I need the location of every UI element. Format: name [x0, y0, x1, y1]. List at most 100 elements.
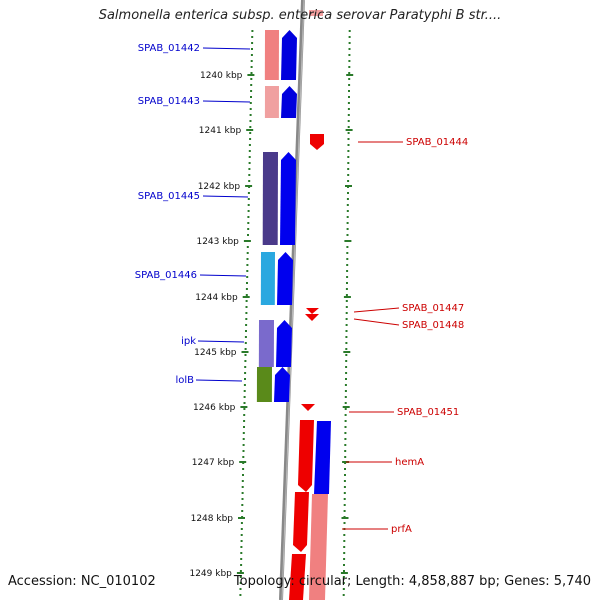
ruler-dot: [246, 246, 249, 248]
ruler-dot: [347, 108, 350, 110]
ruler-dot: [248, 162, 251, 164]
ruler-tick-left: [241, 351, 249, 353]
ruler-dot: [343, 546, 346, 548]
ruler-dot: [251, 42, 254, 44]
ruler-dot: [249, 126, 252, 128]
ruler-dot: [248, 144, 251, 146]
gene-forward-arrow: [281, 86, 297, 118]
ruler-dot: [241, 486, 244, 488]
gene-color-bar: [264, 86, 279, 118]
ruler-dot: [345, 378, 347, 380]
ruler-dot: [241, 504, 244, 506]
ruler-dot: [246, 282, 248, 284]
gene-color-bar: [264, 30, 279, 80]
ruler-dot: [345, 360, 348, 362]
ruler-dot: [347, 156, 350, 158]
ruler-dot: [239, 588, 242, 590]
gene-label: SPAB_01444: [406, 137, 468, 148]
ruler-tick-right: [346, 74, 354, 76]
ruler-dot: [344, 450, 347, 452]
ruler-dot: [240, 522, 243, 524]
ruler-dot: [343, 534, 346, 536]
ruler-dot: [344, 402, 347, 404]
ruler-dot: [245, 306, 248, 308]
ruler-dot: [239, 570, 242, 572]
ruler-dot: [244, 336, 247, 338]
ruler-dot: [348, 78, 351, 80]
ruler-dot: [347, 150, 350, 152]
ruler-dot: [347, 120, 350, 122]
ruler-dot: [251, 48, 253, 50]
ruler-dot: [242, 438, 245, 440]
ruler-dot: [343, 486, 346, 488]
ruler-dot: [250, 60, 253, 62]
ruler-tick-right: [344, 240, 352, 242]
gene-label: SPAB_01446: [135, 270, 197, 281]
ruler-dot: [344, 390, 347, 392]
map-title: Salmonella enterica subsp. enterica sero…: [98, 8, 502, 23]
ruler-dot: [239, 576, 242, 578]
ruler-dot: [346, 264, 349, 266]
ruler-dot: [348, 30, 351, 32]
ruler-dot: [347, 114, 350, 116]
gene-reverse-arrow: [301, 404, 315, 411]
ruler-dot: [342, 576, 345, 578]
ruler-dot: [247, 222, 250, 224]
ruler-dot: [345, 306, 348, 308]
backbone-highlight: [281, 0, 305, 600]
gene-label: prfA: [391, 524, 412, 535]
ruler-dot: [239, 594, 242, 596]
gene-label: hemA: [395, 457, 424, 468]
gene-label: SPAB_01451: [397, 407, 459, 418]
ruler-dot: [240, 552, 243, 554]
ruler-dot: [251, 36, 254, 38]
ruler-tick-label: 1249 kbp: [189, 569, 232, 579]
ruler-dot: [245, 300, 248, 302]
ruler-dot: [241, 510, 244, 512]
ruler-dot: [248, 156, 251, 158]
ruler-tick-right: [340, 572, 348, 574]
ruler-dot: [344, 420, 347, 422]
gene-reverse-arrow: [293, 492, 309, 552]
ruler-dot: [345, 348, 348, 350]
ruler-dot: [347, 102, 350, 104]
ruler-dot: [346, 216, 349, 218]
ruler-dot: [347, 144, 350, 146]
ruler-dot: [344, 384, 347, 386]
ruler-tick-label: 1242 kbp: [198, 182, 241, 192]
gene-leader-line: [202, 100, 251, 103]
ruler-dot: [245, 318, 248, 320]
ruler-dot: [250, 96, 252, 98]
topology-label: Topology: circular; Length: 4,858,887 bp…: [233, 574, 591, 589]
ruler-dot: [345, 330, 348, 332]
ruler-dot: [241, 480, 244, 482]
ruler-dot: [250, 72, 253, 74]
ruler-dot: [241, 492, 244, 494]
ruler-tick-label: 1241 kbp: [199, 126, 242, 136]
ruler-dot: [343, 522, 346, 524]
ruler-dot: [348, 90, 350, 92]
ruler-dot: [250, 54, 253, 56]
ruler-dot: [247, 192, 250, 194]
ruler-dot: [342, 582, 345, 584]
ruler-dot: [345, 342, 348, 344]
ruler-dot: [250, 90, 253, 92]
gene-label: SPAB_01445: [138, 191, 200, 202]
gene-reverse-arrow: [310, 134, 324, 150]
ruler-dot: [249, 114, 252, 116]
gene-leader-line: [353, 318, 400, 326]
ruler-tick-right: [345, 185, 352, 187]
ruler-dot: [345, 324, 348, 326]
ruler-tick-right: [343, 296, 351, 298]
ruler-dot: [240, 528, 243, 530]
gene-reverse-arrow: [306, 308, 319, 314]
gene-color-bar: [314, 421, 331, 494]
gene-leader-line: [195, 379, 243, 382]
ruler-dot: [348, 96, 350, 98]
ruler-dot: [346, 198, 349, 200]
ruler-dot: [243, 384, 246, 386]
ruler-dot: [243, 402, 246, 404]
ruler-dot: [249, 102, 252, 104]
